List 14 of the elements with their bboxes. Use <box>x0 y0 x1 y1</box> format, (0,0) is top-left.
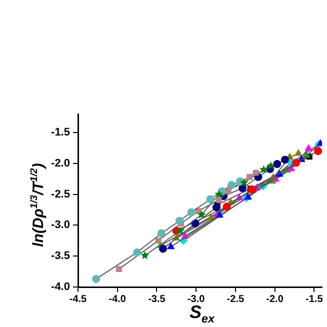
x-axis-title: S$_{ex}$ <box>189 302 215 326</box>
y-tick-label: -2.5 <box>51 188 70 200</box>
x-tick-label: -2.5 <box>226 294 244 305</box>
y-tick-label: -2.0 <box>51 157 70 170</box>
x-tick-label: -2.0 <box>266 294 284 305</box>
x-tick-label: -4.0 <box>108 294 126 305</box>
y-tick-label: -4.0 <box>51 281 70 294</box>
x-tick-label: -3.0 <box>187 294 206 305</box>
x-tick-label: -4.5 <box>69 294 88 305</box>
y-tick-label: -3.0 <box>51 219 70 232</box>
x-tick-label: -3.5 <box>148 294 166 305</box>
y-tick-label: -1.5 <box>51 126 70 139</box>
x-tick-label: -1.5 <box>306 294 324 305</box>
y-tick-label: -3.5 <box>51 250 70 262</box>
